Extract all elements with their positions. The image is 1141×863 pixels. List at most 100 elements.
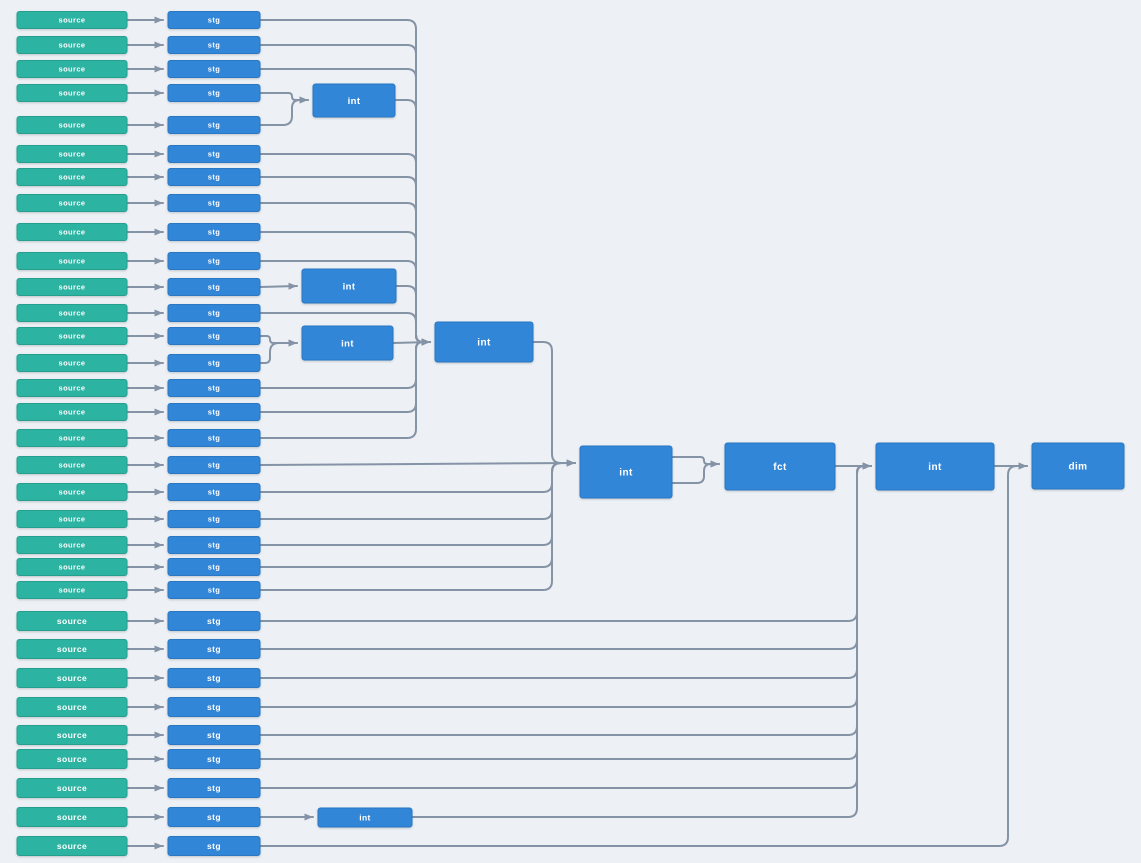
node-stg-8[interactable]: stg: [167, 194, 261, 212]
node-stg-11-box: [167, 278, 261, 296]
node-source-17-label: source: [59, 434, 86, 443]
node-stg-3[interactable]: stg: [167, 60, 261, 78]
node-stg-10[interactable]: stg: [167, 252, 261, 270]
node-source-26[interactable]: source: [16, 668, 128, 688]
edge-t30-int_g: [259, 462, 872, 789]
node-stg-12[interactable]: stg: [167, 304, 261, 322]
node-source-4[interactable]: source: [16, 84, 128, 102]
node-int_a[interactable]: int: [312, 83, 396, 118]
node-dim[interactable]: dim: [1031, 442, 1125, 490]
node-source-11[interactable]: source: [16, 278, 128, 296]
node-source-17[interactable]: source: [16, 429, 128, 447]
node-fct-box: [724, 442, 836, 491]
node-source-12[interactable]: source: [16, 304, 128, 322]
node-stg-6[interactable]: stg: [167, 145, 261, 163]
node-stg-26-box: [167, 668, 261, 688]
node-stg-27[interactable]: stg: [167, 697, 261, 717]
node-source-1[interactable]: source: [16, 11, 128, 29]
node-source-3[interactable]: source: [16, 60, 128, 78]
node-stg-28[interactable]: stg: [167, 725, 261, 745]
node-stg-9[interactable]: stg: [167, 223, 261, 241]
node-source-23[interactable]: source: [16, 581, 128, 599]
node-stg-4[interactable]: stg: [167, 84, 261, 102]
node-stg-18[interactable]: stg: [167, 456, 261, 474]
node-int_g[interactable]: int: [875, 442, 995, 491]
node-stg-2[interactable]: stg: [167, 36, 261, 54]
node-source-13[interactable]: source: [16, 327, 128, 345]
node-source-31[interactable]: source: [16, 807, 128, 827]
node-int_e[interactable]: int: [579, 445, 673, 499]
node-stg-19[interactable]: stg: [167, 483, 261, 501]
node-source-8[interactable]: source: [16, 194, 128, 212]
node-source-19[interactable]: source: [16, 483, 128, 501]
edge-t14-int_c: [259, 339, 298, 364]
node-source-27[interactable]: source: [16, 697, 128, 717]
node-source-29-label: source: [57, 754, 87, 764]
node-source-15[interactable]: source: [16, 379, 128, 397]
node-source-1-label: source: [59, 16, 86, 25]
node-stg-21[interactable]: stg: [167, 536, 261, 554]
node-source-7[interactable]: source: [16, 168, 128, 186]
node-int_f[interactable]: int: [317, 807, 413, 828]
node-source-4-label: source: [59, 89, 86, 98]
node-stg-1[interactable]: stg: [167, 11, 261, 29]
node-stg-5[interactable]: stg: [167, 116, 261, 134]
edge-t28-int_g: [259, 462, 872, 736]
node-source-20-label: source: [59, 515, 86, 524]
node-source-32[interactable]: source: [16, 836, 128, 856]
node-stg-23[interactable]: stg: [167, 581, 261, 599]
node-stg-22[interactable]: stg: [167, 558, 261, 576]
node-stg-11[interactable]: stg: [167, 278, 261, 296]
node-source-1-box: [16, 11, 128, 29]
node-stg-12-box: [167, 304, 261, 322]
node-source-30[interactable]: source: [16, 778, 128, 798]
node-stg-15[interactable]: stg: [167, 379, 261, 397]
node-source-20[interactable]: source: [16, 510, 128, 528]
node-source-28[interactable]: source: [16, 725, 128, 745]
node-source-10[interactable]: source: [16, 252, 128, 270]
node-source-5[interactable]: source: [16, 116, 128, 134]
node-source-23-box: [16, 581, 128, 599]
node-stg-7[interactable]: stg: [167, 168, 261, 186]
node-source-24[interactable]: source: [16, 611, 128, 631]
node-source-21[interactable]: source: [16, 536, 128, 554]
node-int_b[interactable]: int: [301, 268, 397, 304]
node-stg-20[interactable]: stg: [167, 510, 261, 528]
node-stg-25[interactable]: stg: [167, 639, 261, 659]
node-source-14[interactable]: source: [16, 354, 128, 372]
node-source-18[interactable]: source: [16, 456, 128, 474]
node-source-29[interactable]: source: [16, 749, 128, 769]
node-stg-11-label: stg: [208, 283, 220, 292]
edge-t19-int_e: [259, 459, 576, 493]
node-stg-26[interactable]: stg: [167, 668, 261, 688]
node-source-13-label: source: [59, 332, 86, 341]
node-source-25[interactable]: source: [16, 639, 128, 659]
node-stg-31[interactable]: stg: [167, 807, 261, 827]
node-stg-16[interactable]: stg: [167, 403, 261, 421]
node-source-16[interactable]: source: [16, 403, 128, 421]
node-fct[interactable]: fct: [724, 442, 836, 491]
node-stg-12-label: stg: [208, 309, 220, 318]
node-source-22[interactable]: source: [16, 558, 128, 576]
node-source-6[interactable]: source: [16, 145, 128, 163]
node-stg-32[interactable]: stg: [167, 836, 261, 856]
node-stg-13[interactable]: stg: [167, 327, 261, 345]
node-source-32-box: [16, 836, 128, 856]
node-stg-29[interactable]: stg: [167, 749, 261, 769]
node-stg-24[interactable]: stg: [167, 611, 261, 631]
node-source-2[interactable]: source: [16, 36, 128, 54]
node-stg-28-box: [167, 725, 261, 745]
node-source-27-label: source: [57, 702, 87, 712]
node-stg-17[interactable]: stg: [167, 429, 261, 447]
node-source-16-label: source: [59, 408, 86, 417]
node-int_d[interactable]: int: [434, 321, 534, 363]
node-stg-7-box: [167, 168, 261, 186]
node-source-9[interactable]: source: [16, 223, 128, 241]
node-stg-30[interactable]: stg: [167, 778, 261, 798]
node-source-2-box: [16, 36, 128, 54]
node-stg-7-label: stg: [208, 173, 220, 182]
node-int_c[interactable]: int: [301, 325, 394, 361]
edge-t5-int_a: [259, 96, 309, 126]
node-stg-14[interactable]: stg: [167, 354, 261, 372]
